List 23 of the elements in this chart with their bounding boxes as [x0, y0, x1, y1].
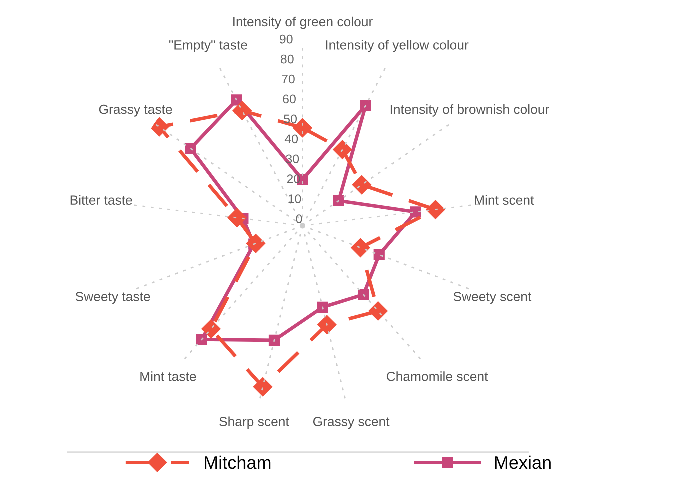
spoke-label: Grassy scent: [313, 417, 390, 430]
spoke-label: Intensity of green colour: [234, 16, 373, 30]
spoke-label: Sharp scent: [220, 416, 290, 430]
y-tick-label: 50: [284, 114, 298, 124]
y-tick-label: 40: [284, 134, 298, 144]
spoke-label: "Empty" taste: [169, 40, 248, 52]
spoke-label: Intensity of yellow colour: [326, 40, 469, 52]
spoke-label: Mint taste: [140, 372, 196, 382]
spoke-label: Chamomile scent: [386, 372, 488, 382]
y-tick-label: 70: [282, 74, 295, 84]
spoke-label: Intensity of brownish colour: [390, 104, 550, 117]
spoke-label: Sweety scent: [454, 292, 532, 304]
spoke-label: Grassy taste: [99, 104, 172, 117]
y-tick-label: 90: [280, 34, 293, 44]
y-tick-label: 60: [283, 94, 296, 104]
y-tick-label: 0: [296, 214, 302, 224]
y-tick-label: 10: [288, 194, 302, 204]
spoke-label: Sweety taste: [76, 292, 150, 304]
spoke-label: Bitter taste: [70, 195, 132, 206]
legend-label: Mexian: [495, 456, 551, 470]
y-tick-label: 80: [280, 54, 294, 64]
legend-label: Mitcham: [205, 456, 271, 470]
spoke-label: Mint scent: [475, 195, 534, 206]
